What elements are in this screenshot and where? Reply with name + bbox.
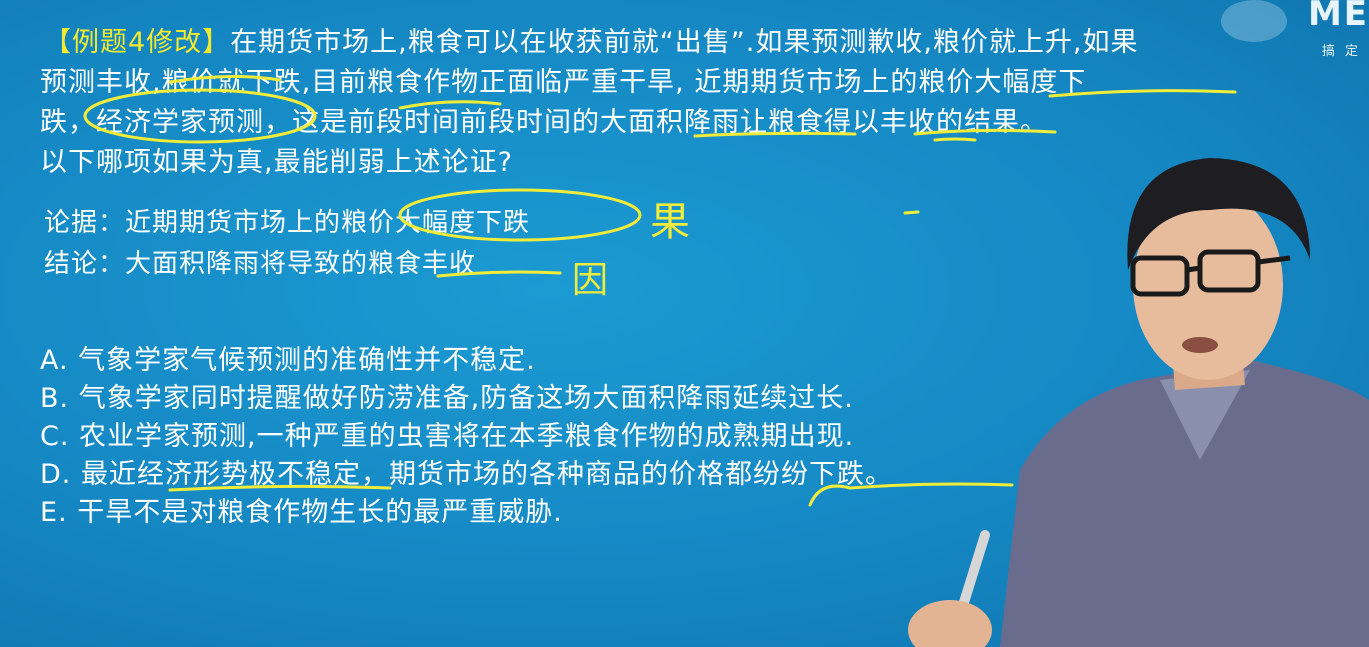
circle-mark-2	[398, 188, 642, 242]
underline-mark-2	[693, 131, 857, 138]
underline-mark-3	[913, 128, 1057, 136]
presenter-glasses	[1130, 249, 1291, 297]
underline-mark-1	[1048, 89, 1237, 98]
premise-line: 论据：近期期货市场上的粮价大幅度下跌	[44, 208, 531, 238]
presenter-hair	[1127, 158, 1310, 270]
underline-mark-4	[933, 137, 977, 142]
option-a: A. 气象学家气候预测的准确性并不稳定.	[40, 345, 536, 376]
logo-subtitle: 搞 定	[1321, 44, 1361, 59]
presenter-pen	[955, 530, 990, 620]
strike-mark-2	[398, 100, 502, 110]
strike-mark-1	[168, 74, 282, 84]
presenter-collar	[1160, 370, 1250, 460]
underline-mark-6	[168, 484, 392, 492]
conclusion-line: 结论：大面积降雨将导致的粮食丰收	[44, 249, 477, 279]
underline-mark-7	[808, 482, 1014, 507]
option-b: B. 气象学家同时提醒做好防涝准备,防备这场大面积降雨延续过长.	[40, 383, 854, 414]
handwritten-cause: 因	[572, 260, 608, 301]
question-line-1-text: 在期货市场上,粮食可以在收获前就“出售”.如果预测歉收,粮价就上升,如果	[230, 27, 1139, 58]
option-e: E. 干旱不是对粮食作物生长的最严重威胁.	[40, 497, 563, 528]
logo-text: ME	[1307, 0, 1369, 34]
underline-mark-5	[436, 270, 562, 278]
brand-logo: ME 搞 定	[1209, 0, 1369, 60]
question-line-2: 预测丰收,粮价就下跌,目前粮食作物正面临严重干旱, 近期期货市场上的粮价大幅度下	[40, 67, 1087, 98]
dash-mark	[903, 210, 920, 215]
handwritten-effect: 果	[650, 199, 690, 245]
presenter-shirt	[1000, 360, 1369, 647]
question-line-4: 以下哪项如果为真,最能削弱上述论证?	[40, 147, 513, 178]
option-c: C. 农业学家预测,一种严重的虫害将在本季粮食作物的成熟期出现.	[40, 421, 855, 452]
logo-mark-icon	[1221, 0, 1287, 42]
option-d: D. 最近经济形势极不稳定，期货市场的各种商品的价格都纷纷下跌。	[40, 459, 893, 490]
question-line-1: 【例题4修改】在期货市场上,粮食可以在收获前就“出售”.如果预测歉收,粮价就上升…	[44, 20, 1139, 59]
question-line-3: 跌，经济学家预测，这是前段时间前段时间的大面积降雨让粮食得以丰收的结果。	[40, 107, 1048, 138]
presenter-face	[1133, 190, 1283, 380]
question-tag: 【例题4修改】	[44, 27, 231, 58]
presenter-hand	[908, 600, 992, 647]
circle-mark-1	[83, 88, 317, 144]
presenter-mouth	[1182, 337, 1218, 353]
